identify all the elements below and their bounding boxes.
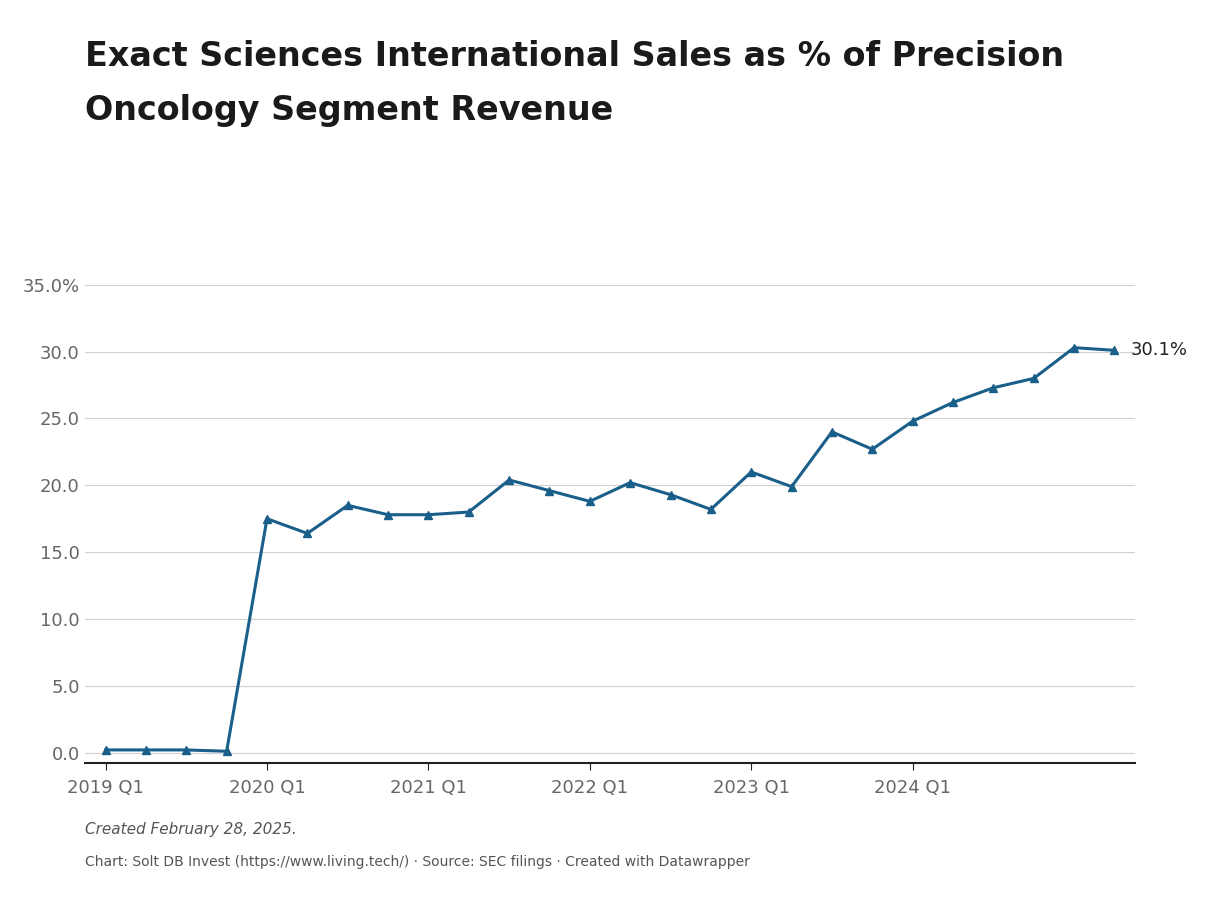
Text: Exact Sciences International Sales as % of Precision: Exact Sciences International Sales as % …	[85, 40, 1065, 74]
Text: Oncology Segment Revenue: Oncology Segment Revenue	[85, 94, 614, 128]
Text: Created February 28, 2025.: Created February 28, 2025.	[85, 822, 298, 837]
Text: Chart: Solt DB Invest (https://www.living.tech/) · Source: SEC filings · Created: Chart: Solt DB Invest (https://www.livin…	[85, 855, 750, 869]
Text: 30.1%: 30.1%	[1131, 341, 1187, 359]
